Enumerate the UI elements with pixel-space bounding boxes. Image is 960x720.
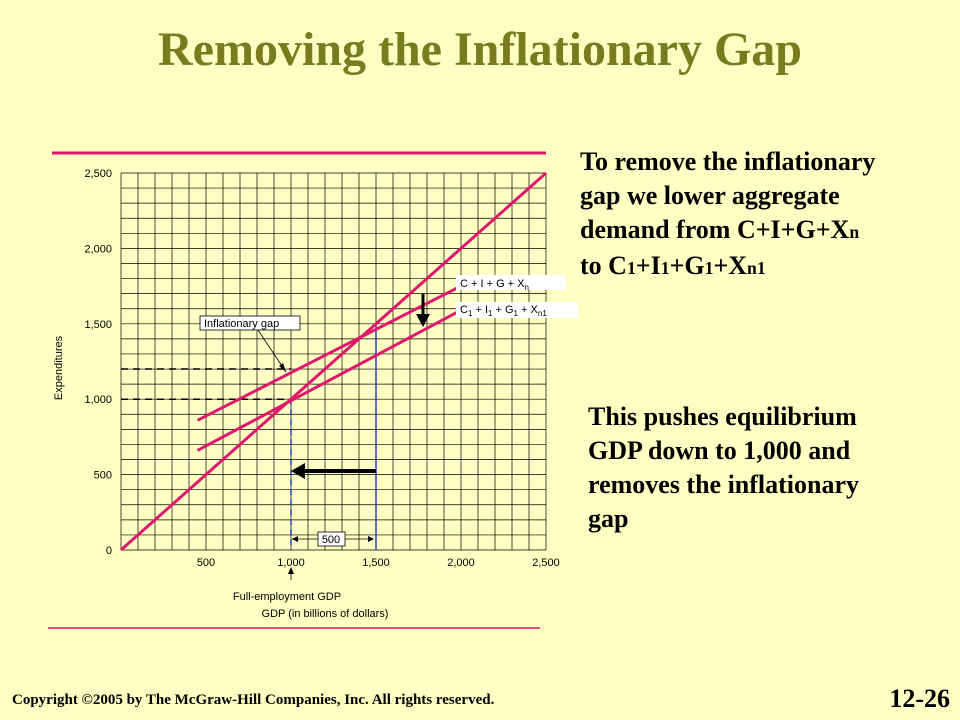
legend-bottom-box [456,302,578,318]
y-tick-label: 500 [94,470,112,482]
explanation-2-line-4: gap [588,504,629,533]
chart-series [120,171,547,552]
legend-bottom-g: + G [492,304,513,316]
y-tick-label: 0 [106,545,112,557]
explanation-1-line-4-part: 1 [704,258,714,278]
explanation-1-line-4-part: +G [669,251,705,280]
copyright-text: 2005 by The McGraw-Hill Companies, Inc. … [92,692,495,708]
legend-bottom-x: + X [518,304,539,316]
explanation-1-line-4: to C1+I1+G1+Xn1 [580,249,960,285]
x-tick-label: 1,500 [362,557,390,569]
explanation-1-line-3-sub: n [849,222,860,242]
explanation-paragraph-1: To remove the inflationary gap we lower … [580,145,960,285]
legend-top-label: C + I + G + Xn [460,278,529,292]
legend-top-box [456,275,566,290]
explanation-1-line-4-part: 1 [626,258,636,278]
series-line [196,308,462,452]
legend-top-sub: n [525,283,529,292]
y-axis-label: Expenditures [53,335,65,400]
explanation-1-line-2: gap we lower aggregate [580,181,840,210]
explanation-paragraph-2: This pushes equilibrium GDP down to 1,00… [588,400,948,536]
gap-width-bracket-right-head [368,536,374,542]
y-tick-label: 2,500 [84,168,112,180]
inflationary-gap-label-box [199,315,301,331]
shift-down-arrow-head [416,314,430,327]
full-employment-label: Full-employment GDP [233,591,341,603]
slide-number: 12-26 [889,684,950,713]
gap-width-bracket-left-head [292,536,298,542]
legend-bottom-c-sub: 1 [468,309,473,318]
legend-top-main: C + I + G + X [460,278,525,290]
explanation-2-line-3: removes the inflationary [588,470,860,499]
legend-bottom-c: C [460,304,468,316]
explanation-1-line-3-main: demand from C+I+G+X [580,215,850,244]
explanation-1-line-4-part: +X [713,251,748,280]
copyright-notice: Copyright ©2005 by The McGraw-Hill Compa… [12,692,494,709]
y-tick-label: 2,000 [84,243,112,255]
explanation-1-line-4-part: 1 [660,258,670,278]
legend-bottom-x-sub: n1 [538,309,547,318]
gap-width-label-box [317,531,346,547]
legend-bottom-i: + I [472,304,488,316]
full-employment-pointer-head [288,567,294,574]
x-tick-label: 2,000 [447,557,475,569]
legend-bottom-label: C1 + I1 + G1 + Xn1 [460,304,547,318]
inflationary-gap-pointer-head [279,363,286,372]
inflationary-gap-label: Inflationary gap [204,318,279,330]
explanation-2-line-2: GDP down to 1,000 and [588,436,851,465]
explanation-1-line-4-part: n1 [747,258,766,278]
explanation-1-line-4-part: +I [635,251,661,280]
gap-width-label: 500 [322,534,340,546]
x-axis-label: GDP (in billions of dollars) [262,608,389,620]
x-tick-label: 2,500 [532,557,560,569]
copyright-word: Copyright [12,692,78,708]
explanation-2-line-1: This pushes equilibrium [588,402,857,431]
series-line [196,284,462,422]
slide-title: Removing the Inflationary Gap [157,23,802,76]
legend-bottom-g-sub: 1 [514,309,519,318]
y-tick-label: 1,500 [84,319,112,331]
explanation-1-line-4-part: to C [580,251,627,280]
chart-ticks: 0 500 1,000 1,500 2,000 2,500 500 1,000 1,500 2,0… [84,168,559,569]
y-tick-label: 1,000 [84,394,112,406]
x-tick-label: 1,000 [277,557,305,569]
explanation-1-line-1: To remove the inflationary [580,147,876,176]
gdp-left-arrow-head [291,463,305,479]
reference-lines [121,323,377,550]
series-line [120,171,547,552]
legend-bottom-i-sub: 1 [488,309,493,318]
copyright-symbol: © [81,692,93,708]
x-tick-label: 500 [197,557,215,569]
explanation-1-line-3: demand from C+I+G+Xn [580,213,960,249]
